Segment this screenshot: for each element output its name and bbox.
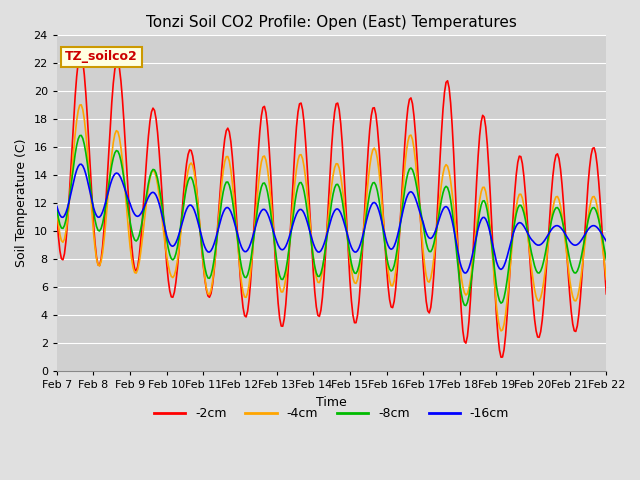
-8cm: [68, 174, 76, 180]
-8cm: [602, 257, 610, 263]
-8cm: [386, 266, 394, 272]
-2cm: [538, 317, 546, 323]
-2cm: [602, 291, 610, 297]
-2cm: [367, 113, 375, 119]
-16cm: [367, 203, 375, 208]
-4cm: [398, 200, 406, 205]
-16cm: [77, 161, 85, 167]
-2cm: [77, 52, 85, 58]
-4cm: [367, 153, 375, 159]
-8cm: [462, 303, 470, 309]
-4cm: [386, 277, 394, 283]
Line: -2cm: -2cm: [57, 55, 606, 357]
-8cm: [398, 210, 406, 216]
-16cm: [462, 270, 470, 276]
-4cm: [77, 102, 85, 108]
-8cm: [157, 193, 164, 199]
Line: -16cm: -16cm: [57, 164, 606, 273]
-2cm: [497, 354, 505, 360]
Line: -4cm: -4cm: [57, 105, 606, 331]
-2cm: [398, 192, 406, 197]
-4cm: [538, 288, 546, 294]
X-axis label: Time: Time: [316, 396, 347, 408]
-4cm: [157, 204, 164, 210]
Line: -8cm: -8cm: [57, 135, 606, 306]
-16cm: [157, 206, 164, 212]
-2cm: [386, 297, 394, 302]
-8cm: [538, 264, 546, 270]
-4cm: [602, 276, 610, 282]
-4cm: [497, 328, 505, 334]
Legend: -2cm, -4cm, -8cm, -16cm: -2cm, -4cm, -8cm, -16cm: [149, 402, 514, 425]
-16cm: [68, 185, 76, 191]
-16cm: [398, 214, 406, 219]
-2cm: [157, 169, 164, 175]
-16cm: [602, 238, 610, 244]
-2cm: [53, 213, 61, 219]
-16cm: [386, 245, 394, 251]
-4cm: [53, 207, 61, 213]
-2cm: [68, 144, 76, 149]
-16cm: [538, 240, 546, 246]
-8cm: [53, 206, 61, 212]
-4cm: [68, 166, 76, 172]
-8cm: [367, 184, 375, 190]
Text: TZ_soilco2: TZ_soilco2: [65, 50, 138, 63]
Title: Tonzi Soil CO2 Profile: Open (East) Temperatures: Tonzi Soil CO2 Profile: Open (East) Temp…: [146, 15, 517, 30]
-16cm: [53, 204, 61, 209]
-8cm: [77, 132, 85, 138]
Y-axis label: Soil Temperature (C): Soil Temperature (C): [15, 139, 28, 267]
